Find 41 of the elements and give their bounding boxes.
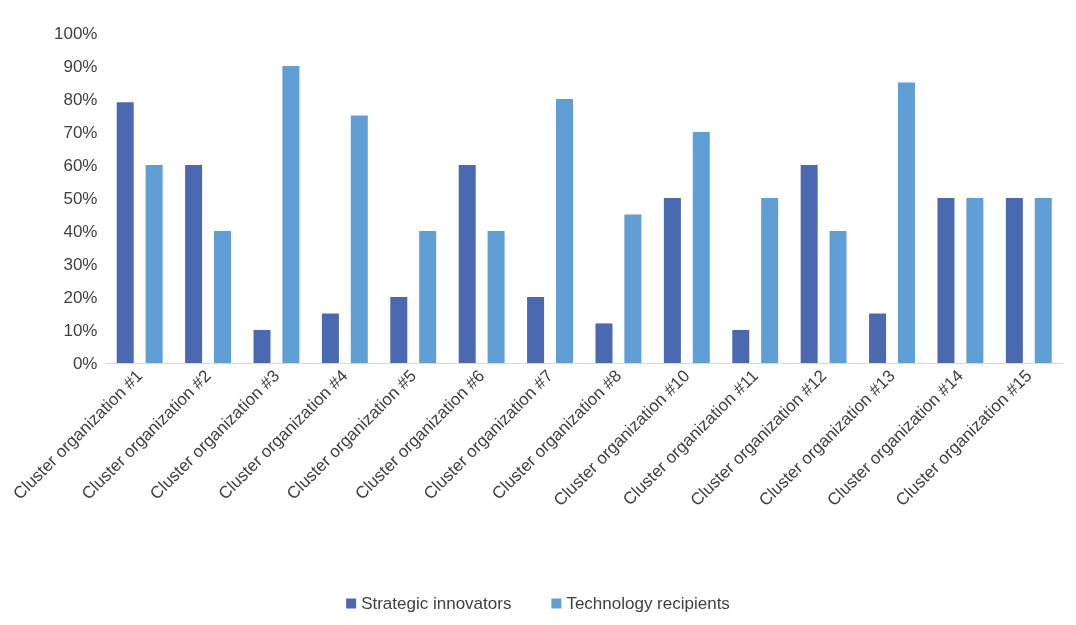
y-tick-label: 10% [63, 320, 98, 340]
y-tick-label: 90% [63, 56, 98, 76]
bar [253, 330, 271, 363]
bar [321, 313, 339, 363]
bar [145, 165, 163, 363]
y-tick-label: 60% [63, 155, 98, 175]
bar [458, 165, 476, 363]
bar [487, 231, 505, 363]
bar [185, 165, 203, 363]
bar [282, 66, 300, 363]
bar [869, 313, 887, 363]
bar [595, 323, 613, 363]
bar [214, 231, 232, 363]
bar [761, 198, 779, 363]
bar [966, 198, 984, 363]
y-tick-label: 100% [53, 23, 98, 43]
bar [419, 231, 437, 363]
y-tick-label: 70% [63, 122, 98, 142]
bar [732, 330, 750, 363]
bar [390, 297, 408, 363]
bar [937, 198, 955, 363]
y-tick-label: 80% [63, 89, 98, 109]
bar [116, 102, 134, 363]
bar [663, 198, 681, 363]
bar [555, 99, 573, 363]
y-tick-label: 0% [72, 353, 98, 373]
bar [1005, 198, 1023, 363]
y-tick-label: 50% [63, 188, 98, 208]
legend-label: Technology recipients [566, 594, 730, 613]
bar [829, 231, 847, 363]
bar [692, 132, 710, 363]
y-tick-label: 20% [63, 287, 98, 307]
bar [350, 115, 368, 363]
y-tick-label: 30% [63, 254, 98, 274]
bar [1034, 198, 1052, 363]
bar [624, 214, 642, 363]
y-tick-label: 40% [63, 221, 98, 241]
bar [897, 82, 915, 363]
bar [527, 297, 545, 363]
legend-label: Strategic innovators [361, 594, 512, 613]
bar [800, 165, 818, 363]
